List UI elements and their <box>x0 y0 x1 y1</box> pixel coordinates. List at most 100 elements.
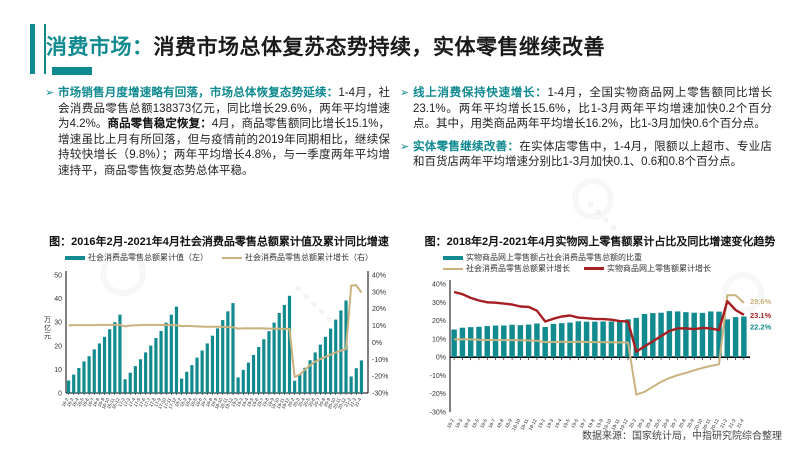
svg-text:16-11: 16-11 <box>106 397 116 410</box>
svg-text:18-4: 18-4 <box>184 397 193 408</box>
end-value-labels: 29.6% 23.1% 22.2% <box>750 297 772 332</box>
legend-label: 社会消费品零售总额累计增长（右） <box>245 253 373 262</box>
svg-text:19-8: 19-8 <box>587 418 597 430</box>
svg-text:20-7: 20-7 <box>670 418 680 430</box>
left-chart-title: 图：2016年2月-2021年4月社会消费品零售总额累计值及累计同比增速 <box>49 236 389 248</box>
svg-text:20-12: 20-12 <box>337 397 347 410</box>
bullet-text: 4月，商品零售额同比增长15.1%，增速虽比上月有所回落，但与疫情前的2019年… <box>58 118 390 177</box>
gold-line-swatch-icon <box>222 256 242 259</box>
svg-text:19-3: 19-3 <box>235 397 244 408</box>
legend-item: 社会消费品零售总额累计增长 <box>443 263 570 274</box>
svg-text:19-11: 19-11 <box>611 418 622 432</box>
svg-text:18-12: 18-12 <box>224 397 234 410</box>
svg-text:0: 0 <box>58 391 62 398</box>
bullet-online-consumption: ➢ 线上消费保持快速增长：1-4月，全国实物商品网上零售额同比增长23.1%。两… <box>400 86 772 133</box>
svg-text:16-4: 16-4 <box>71 397 80 408</box>
svg-text:30: 30 <box>54 320 62 327</box>
svg-text:17-6: 17-6 <box>138 397 147 408</box>
svg-text:17-4: 17-4 <box>128 397 137 408</box>
svg-text:21-3: 21-3 <box>348 397 357 408</box>
svg-text:19-5: 19-5 <box>562 418 572 430</box>
svg-text:20-5: 20-5 <box>302 397 311 408</box>
svg-text:19-4: 19-4 <box>241 397 250 408</box>
left-chart-canvas: 0 10 20 30 40 50 40% 30% 20% 10% 0% -10% -20% -30% 万亿元… <box>44 271 388 410</box>
svg-text:40%: 40% <box>372 273 386 280</box>
bullet-physical-retail: ➢ 实体零售继续改善：在实体店零售中，1-4月，限额以上超市、专业店和百货店两年… <box>400 140 772 171</box>
svg-text:40: 40 <box>54 296 62 303</box>
svg-text:20-9: 20-9 <box>323 397 332 408</box>
svg-text:21-2: 21-2 <box>343 397 352 408</box>
svg-text:20%: 20% <box>372 306 386 313</box>
left-chart-plot: 0 10 20 30 40 50 40% 30% 20% 10% 0% -10% -20% -30% 万亿元… <box>38 263 400 431</box>
legend-item: 实物商品网上零售额占社会消费品零售总额的比重 <box>443 252 642 263</box>
svg-text:21-4: 21-4 <box>736 418 746 430</box>
svg-text:17-12: 17-12 <box>167 397 177 410</box>
total-growth-line <box>454 294 745 396</box>
svg-text:17-3: 17-3 <box>122 397 131 408</box>
right-chart-canvas: 40% 30% 20% 10% 0% -10% -20% -30% 29.6% 23.1% 22.2… <box>430 280 772 432</box>
svg-text:19-5: 19-5 <box>246 397 255 408</box>
svg-text:16-3: 16-3 <box>66 397 75 408</box>
legend-item: 社会消费品零售总额累计值（左） <box>65 252 208 263</box>
svg-text:18-11: 18-11 <box>219 397 229 410</box>
svg-text:18-7: 18-7 <box>199 397 208 408</box>
bullet-lead: 市场销售月度增速略有回落，市场总体恢复态势延续： <box>58 87 339 99</box>
svg-text:10%: 10% <box>372 323 386 330</box>
svg-text:30%: 30% <box>372 289 386 296</box>
svg-text:20-11: 20-11 <box>332 397 342 410</box>
svg-text:20-2: 20-2 <box>628 418 638 430</box>
svg-text:16-2: 16-2 <box>61 397 70 408</box>
legend-item: 实物商品网上零售额累计增长 <box>584 263 711 274</box>
svg-text:19-7: 19-7 <box>256 397 265 408</box>
online-growth-line <box>453 290 745 353</box>
teal-bar-swatch-icon <box>443 255 463 260</box>
chart-online-share: 图：2018年2月-2021年4月实物网上零售额累计占比及同比增速变化趋势 实物… <box>418 233 782 432</box>
svg-text:20-7: 20-7 <box>312 397 321 408</box>
y-axis-ticks: 40% 30% 20% 10% 0% -10% -20% -30% <box>430 282 446 417</box>
svg-text:17-7: 17-7 <box>143 397 152 408</box>
svg-text:23.1%: 23.1% <box>750 311 772 320</box>
svg-text:18-8: 18-8 <box>496 418 506 430</box>
right-chart-title: 图：2018年2月-2021年4月实物网上零售额累计占比及同比增速变化趋势 <box>424 236 776 248</box>
page-title-accent: 消费市场： <box>46 36 154 59</box>
legend-label: 实物商品网上零售额累计增长 <box>607 264 711 273</box>
svg-text:18-5: 18-5 <box>189 397 198 408</box>
page-title: 消费市场：消费市场总体复苏态势持续，实体零售继续改善 <box>46 31 776 61</box>
left-ylabel: 万亿元 <box>44 316 51 340</box>
bullet-text: 1-4月，社会消费品零售总额138373亿元，同比增长29.6%，两年平均增速为… <box>58 87 391 131</box>
svg-text:20-9: 20-9 <box>686 418 696 430</box>
legend-item: 社会消费品零售总额累计增长（右） <box>222 252 373 263</box>
red-line-swatch-icon <box>584 267 604 270</box>
watermark-circle <box>722 272 764 314</box>
svg-text:17-10: 17-10 <box>157 397 167 410</box>
svg-text:19-6: 19-6 <box>251 397 260 408</box>
svg-text:18-10: 18-10 <box>214 397 224 410</box>
svg-text:20-5: 20-5 <box>653 418 663 430</box>
svg-text:20-3: 20-3 <box>636 418 646 430</box>
bullet-arrow-icon: ➢ <box>400 87 410 99</box>
bullet-lead: 实体零售继续改善： <box>413 140 520 153</box>
svg-text:17-11: 17-11 <box>162 397 172 410</box>
title-accent-bars <box>30 24 46 74</box>
svg-text:16-5: 16-5 <box>76 397 85 408</box>
svg-text:16-6: 16-6 <box>81 397 90 408</box>
svg-text:16-9: 16-9 <box>97 397 106 408</box>
svg-text:19-8: 19-8 <box>261 397 270 408</box>
svg-text:18-6: 18-6 <box>194 397 203 408</box>
svg-text:-30%: -30% <box>372 391 388 398</box>
svg-text:20-10: 20-10 <box>693 418 704 432</box>
zero-axis-ticks <box>453 357 745 361</box>
svg-text:20-4: 20-4 <box>297 397 306 408</box>
svg-text:0%: 0% <box>436 355 446 362</box>
svg-text:17-9: 17-9 <box>153 397 162 408</box>
svg-text:18-3: 18-3 <box>454 418 464 430</box>
svg-text:20-6: 20-6 <box>661 418 671 430</box>
svg-text:20-3: 20-3 <box>292 397 301 408</box>
svg-text:18-2: 18-2 <box>446 418 456 430</box>
svg-text:18-8: 18-8 <box>205 397 214 408</box>
bullet-lead: 线上消费保持快速增长： <box>413 87 548 99</box>
svg-text:18-4: 18-4 <box>463 418 473 430</box>
data-source: 数据来源：国家统计局，中指研究院综合整理 <box>582 431 782 442</box>
svg-text:19-9: 19-9 <box>595 418 605 430</box>
